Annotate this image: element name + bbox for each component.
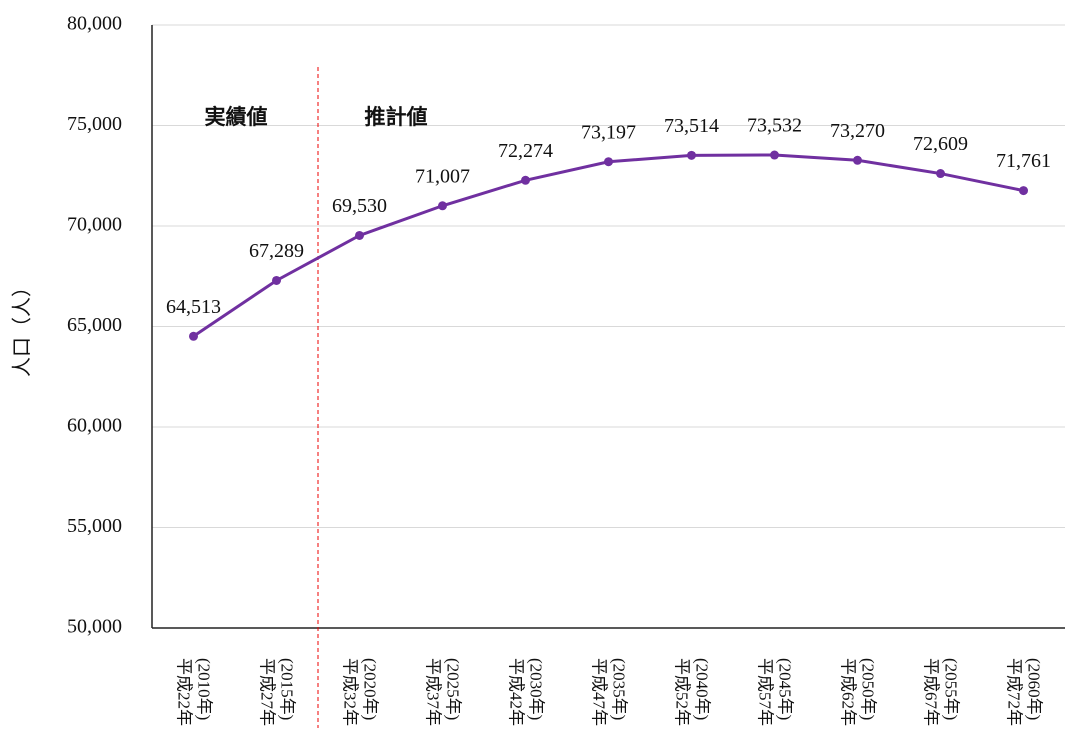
data-label: 64,513 bbox=[166, 296, 221, 318]
x-tick-label: 平成22年 (2010年) bbox=[174, 658, 214, 726]
data-label: 73,532 bbox=[747, 115, 802, 137]
point bbox=[853, 155, 862, 165]
x-tick-label: 平成62年 (2050年) bbox=[838, 658, 878, 726]
point bbox=[770, 150, 779, 160]
y-tick-label: 70,000 bbox=[67, 214, 122, 236]
y-tick-label: 50,000 bbox=[67, 616, 122, 638]
x-tick-label: 平成52年 (2040年) bbox=[672, 658, 712, 726]
point bbox=[272, 275, 281, 285]
x-tick-label: 平成72年 (2060年) bbox=[1004, 658, 1044, 726]
data-label: 73,514 bbox=[664, 115, 719, 137]
y-axis-label: 人口（人） bbox=[11, 277, 34, 377]
y-tick-label: 65,000 bbox=[67, 314, 122, 336]
data-label: 71,761 bbox=[996, 150, 1051, 172]
x-tick-label: 平成32年 (2020年) bbox=[340, 658, 380, 726]
data-label: 73,270 bbox=[830, 120, 885, 142]
point bbox=[438, 201, 447, 211]
point bbox=[355, 230, 364, 240]
x-tick-label: 平成67年 (2055年) bbox=[921, 658, 961, 726]
point bbox=[687, 150, 696, 160]
y-tick-label: 60,000 bbox=[67, 415, 122, 437]
data-label: 71,007 bbox=[415, 165, 470, 187]
y-tick-label: 75,000 bbox=[67, 113, 122, 135]
data-label: 67,289 bbox=[249, 240, 304, 262]
x-tick-label: 平成27年 (2015年) bbox=[257, 658, 297, 726]
annotation: 推計値 bbox=[365, 105, 428, 129]
x-tick-label: 平成47年 (2035年) bbox=[589, 658, 629, 726]
data-label: 73,197 bbox=[581, 121, 636, 143]
point bbox=[1019, 186, 1028, 196]
point bbox=[189, 331, 198, 341]
annotation: 実績値 bbox=[205, 105, 268, 129]
data-label: 72,609 bbox=[913, 133, 968, 155]
y-tick-label: 55,000 bbox=[67, 515, 122, 537]
point bbox=[936, 169, 945, 179]
data-label: 72,274 bbox=[498, 140, 553, 162]
point bbox=[521, 175, 530, 185]
x-tick-label: 平成42年 (2030年) bbox=[506, 658, 546, 726]
x-tick-label: 平成37年 (2025年) bbox=[423, 658, 463, 726]
data-label: 69,530 bbox=[332, 195, 387, 217]
y-tick-label: 80,000 bbox=[67, 13, 122, 35]
x-tick-label: 平成57年 (2045年) bbox=[755, 658, 795, 726]
point bbox=[604, 157, 613, 167]
